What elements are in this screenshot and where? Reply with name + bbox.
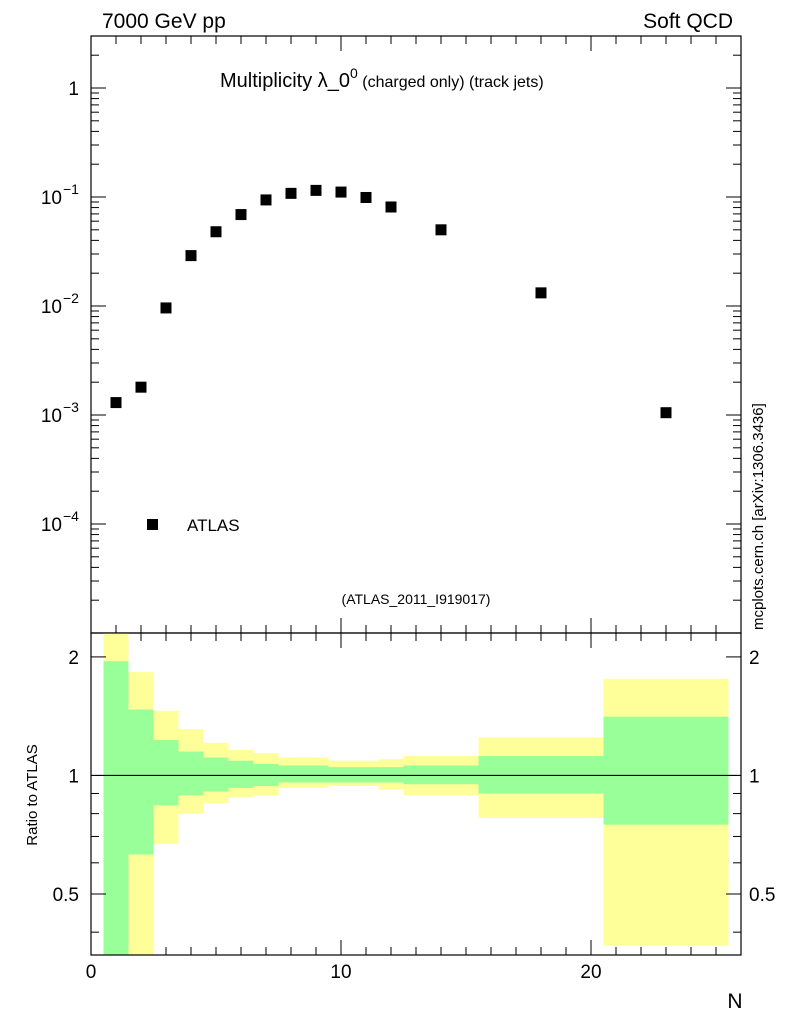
chart-title-sup: 0 bbox=[350, 65, 358, 81]
ratio-inner-band bbox=[153, 740, 179, 806]
main-points bbox=[110, 184, 672, 419]
main-ticks: 10 −410 −310 −210 −11 bbox=[41, 35, 742, 955]
y-tick-label-exponent: −3 bbox=[63, 399, 79, 415]
data-point bbox=[160, 302, 172, 314]
ratio-inner-band bbox=[228, 760, 254, 788]
ratio-inner-band bbox=[128, 709, 154, 855]
ratio-bands bbox=[103, 633, 729, 955]
ratio-panel-frame bbox=[90, 632, 742, 956]
x-axis-label: N bbox=[727, 990, 742, 1013]
y-tick-label: 10 bbox=[41, 188, 62, 209]
ratio-inner-band bbox=[478, 756, 604, 794]
legend-marker bbox=[147, 519, 158, 530]
data-point bbox=[310, 184, 322, 196]
data-point bbox=[660, 407, 672, 419]
data-point bbox=[185, 250, 197, 262]
ratio-inner-band bbox=[603, 716, 729, 825]
chart-title-suffix: (charged only) (track jets) bbox=[358, 74, 544, 91]
data-point bbox=[110, 397, 122, 409]
data-point bbox=[210, 226, 222, 238]
ratio-inner-band bbox=[378, 767, 404, 783]
ratio-inner-band bbox=[278, 765, 329, 783]
watermark: mcplots.cern.ch [arXiv:1306.3436] bbox=[750, 403, 767, 630]
data-point bbox=[385, 201, 397, 213]
ratio-y-tick-label: 1 bbox=[68, 766, 79, 787]
y-tick-label-exponent: −4 bbox=[63, 508, 79, 524]
x-tick-label: 20 bbox=[580, 962, 601, 983]
y-tick-label-exponent: −2 bbox=[63, 290, 79, 306]
ratio-y-tick-label-right: 2 bbox=[749, 648, 760, 669]
ratio-panel: 0.5 0.5 1 1 2 2 bbox=[53, 632, 775, 956]
data-point bbox=[535, 287, 547, 299]
data-point bbox=[435, 224, 447, 236]
ratio-inner-band bbox=[328, 767, 379, 783]
y-tick-label-exponent: −1 bbox=[63, 181, 79, 197]
main-panel: 10 −410 −310 −210 −11 bbox=[41, 35, 742, 955]
ratio-y-axis-label: Ratio to ATLAS bbox=[24, 744, 41, 845]
ratio-y-tick-label-right: 1 bbox=[749, 766, 760, 787]
reference-label: (ATLAS_2011_I919017) bbox=[342, 591, 491, 607]
data-point bbox=[285, 187, 297, 199]
chart-title-main: Multiplicity λ_0 bbox=[220, 70, 350, 92]
data-point bbox=[335, 186, 347, 198]
ratio-y-tick-label: 0.5 bbox=[53, 885, 79, 906]
data-point bbox=[135, 381, 147, 393]
x-tick-label: 0 bbox=[86, 962, 97, 983]
y-tick-label: 10 bbox=[41, 406, 62, 427]
data-point bbox=[260, 194, 272, 206]
main-panel-background bbox=[91, 36, 741, 633]
ratio-inner-band bbox=[103, 661, 129, 955]
ratio-ticks: 0.5 0.5 1 1 2 2 bbox=[53, 648, 775, 933]
y-tick-label: 10 bbox=[41, 515, 62, 536]
data-point bbox=[235, 209, 247, 221]
chart-title: Multiplicity λ_00 (charged only) (track … bbox=[220, 65, 544, 92]
ratio-inner-band bbox=[203, 757, 229, 792]
y-tick-label: 1 bbox=[68, 79, 79, 100]
x-tick-labels: 0 10 20 bbox=[86, 962, 602, 983]
y-tick-label: 10 bbox=[41, 297, 62, 318]
ratio-y-tick-label: 2 bbox=[68, 648, 79, 669]
x-tick-label: 10 bbox=[330, 962, 351, 983]
legend: ATLAS bbox=[147, 516, 240, 535]
ratio-inner-band bbox=[178, 751, 204, 796]
ratio-y-tick-label-right: 0.5 bbox=[749, 885, 775, 906]
header-right: Soft QCD bbox=[643, 10, 733, 33]
header-left: 7000 GeV pp bbox=[102, 10, 226, 33]
legend-label-atlas: ATLAS bbox=[187, 516, 240, 535]
data-point bbox=[360, 191, 372, 203]
